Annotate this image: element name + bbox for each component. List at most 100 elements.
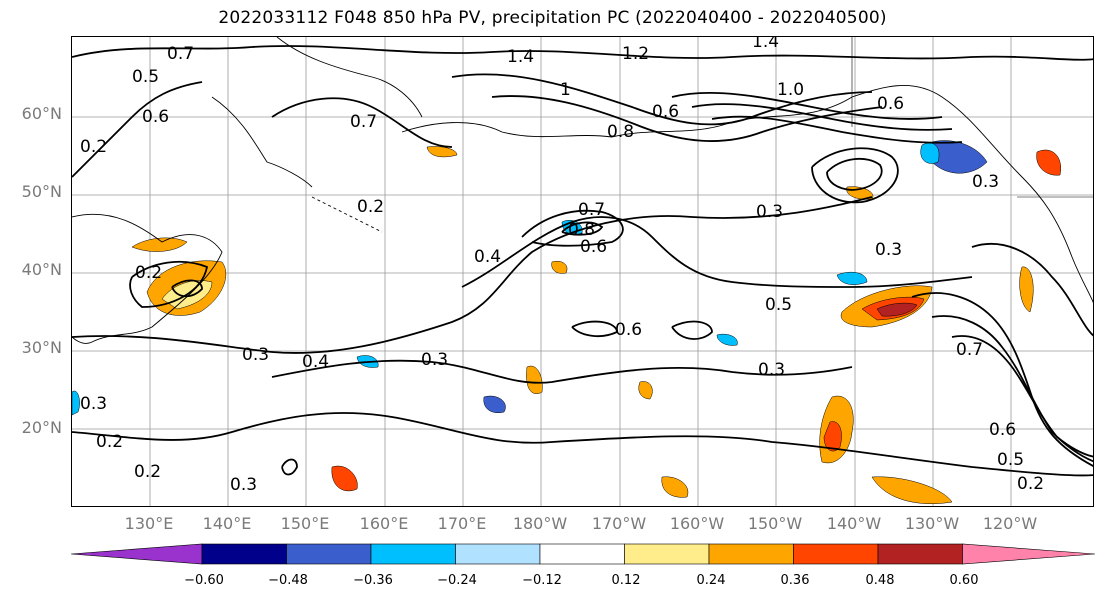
- pv-contour-0.6a: [826, 157, 883, 191]
- contour-label: 0.2: [135, 263, 162, 283]
- contour-label: 0.6: [652, 102, 679, 122]
- colorbar-segment: [708, 543, 794, 565]
- contour-label: 0.3: [758, 360, 785, 380]
- contour-label: 0.6: [615, 320, 642, 340]
- lon-label-130w: 130°W: [904, 514, 960, 533]
- pv-contour-0.3d: [971, 242, 1093, 337]
- contour-label: 0.7: [167, 44, 194, 64]
- contour-label: 0.4: [474, 247, 501, 267]
- colorbar-segment: [877, 543, 963, 565]
- colorbar-segment: [286, 543, 372, 565]
- contour-label: 0.2: [1017, 474, 1044, 494]
- colorbar-extend-left: [70, 543, 203, 565]
- contour-label: 0.2: [357, 197, 384, 217]
- colorbar-segment: [624, 543, 710, 565]
- contour-label: 1.0: [777, 80, 804, 100]
- precip-bc-neg: [931, 140, 988, 174]
- pv-contour-0.7b: [911, 292, 1093, 467]
- alaska-na-coast: [401, 85, 1093, 303]
- pv-contour-0.8: [561, 221, 604, 236]
- contour-label: 0.3: [230, 475, 257, 495]
- lon-label-140w: 140°W: [826, 514, 882, 533]
- contour-label: 0.3: [875, 240, 902, 260]
- contour-label: 0.6: [142, 107, 169, 127]
- lon-label-160w: 160°W: [669, 514, 725, 533]
- contour-label: 0.2: [80, 137, 107, 157]
- contour-label: 0.5: [132, 67, 159, 87]
- colorbar-segment: [201, 543, 287, 565]
- colorbar-tick: 0.12: [611, 573, 641, 588]
- contour-label: 0.4: [302, 352, 329, 372]
- colorbar-segment: [793, 543, 879, 565]
- lon-label-130e: 130°E: [124, 514, 174, 533]
- pv-contour-0.6c: [671, 320, 713, 340]
- contour-label: 1.4: [507, 47, 534, 67]
- colorbar-tick: −0.12: [522, 573, 562, 588]
- contour-label: 0.6: [877, 94, 904, 114]
- contour-label: 0.3: [242, 345, 269, 365]
- colorbar-tick: −0.60: [184, 573, 224, 588]
- lon-label-140e: 140°E: [202, 514, 252, 533]
- precip-coast-ca: [1019, 266, 1034, 313]
- precip-neg-c: [716, 333, 738, 346]
- asia-coast: [72, 213, 223, 344]
- contour-label: 1: [560, 80, 571, 100]
- precip-cell-c: [661, 476, 689, 498]
- pv-contour-1.4b: [671, 92, 943, 120]
- contour-label: 0.3: [421, 350, 448, 370]
- pv-contour-small: [281, 458, 298, 476]
- contour-label: 0.5: [997, 450, 1024, 470]
- contour-label: 1.4: [752, 37, 779, 52]
- lon-label-180w: 180°W: [512, 514, 568, 533]
- plot-title: 2022033112 F048 850 hPa PV, precipitatio…: [218, 8, 887, 28]
- contour-label: 0.2: [96, 432, 123, 452]
- lon-label-120w: 120°W: [982, 514, 1038, 533]
- pv-contour-1.0: [271, 97, 453, 148]
- lon-label-150w: 150°W: [747, 514, 803, 533]
- colorbar-segment: [455, 543, 541, 565]
- contour-label: 0.6: [580, 237, 607, 257]
- contour-label: 0.6: [989, 420, 1016, 440]
- bering-coast: [276, 37, 423, 118]
- pv-contour-0.7: [521, 209, 624, 247]
- lon-label-160e: 160°E: [359, 514, 409, 533]
- pv-contour-0.3b: [271, 359, 853, 384]
- pv-contour-1.4a: [451, 73, 873, 126]
- precip-subtropic-core: [823, 421, 842, 452]
- pv-contour-0.2: [72, 412, 1093, 477]
- lat-label-30n: 30°N: [21, 338, 62, 357]
- pv-contour-0.5: [461, 216, 973, 288]
- pv-contour-1.0b: [691, 103, 953, 131]
- kamchatka-coast: [211, 96, 313, 188]
- precip-cell-f: [551, 261, 568, 274]
- precip-bc: [1036, 149, 1062, 176]
- pv-contour-0.3c: [811, 147, 899, 204]
- contour-label: 0.7: [578, 200, 605, 220]
- colorbar-segment: [370, 543, 456, 565]
- pv-contour-0.3a: [72, 196, 873, 354]
- colorbar: [70, 543, 1096, 565]
- colorbar-extend-right: [962, 543, 1096, 565]
- lon-label-170w: 170°W: [591, 514, 647, 533]
- precip-cell-e: [638, 381, 653, 400]
- contour-label: 0.3: [80, 394, 107, 414]
- colorbar-tick: 0.36: [780, 573, 810, 588]
- pv-contour-0.6b: [931, 315, 1093, 463]
- contour-label: 1.2: [622, 44, 649, 64]
- precip-neg-west: [72, 390, 80, 416]
- colorbar-tick: 0.24: [696, 573, 726, 588]
- contour-label: 0.8: [607, 122, 634, 142]
- lon-label-150e: 150°E: [280, 514, 330, 533]
- lon-label-170e: 170°E: [437, 514, 487, 533]
- coastlines: [72, 37, 1093, 344]
- precip-east-pacific-peak: [876, 302, 918, 317]
- pv-contour-1.2: [491, 95, 883, 142]
- pv-contour-0.8b: [711, 115, 963, 144]
- colorbar-tick: 0.48: [865, 573, 895, 588]
- pv-contour-0.7a: [72, 45, 1093, 61]
- lat-label-60n: 60°N: [21, 104, 62, 123]
- precip-korea: [131, 237, 188, 252]
- colorbar-segment: [539, 543, 625, 565]
- contour-label: 0.7: [350, 112, 377, 132]
- kuril-islands: [311, 196, 383, 233]
